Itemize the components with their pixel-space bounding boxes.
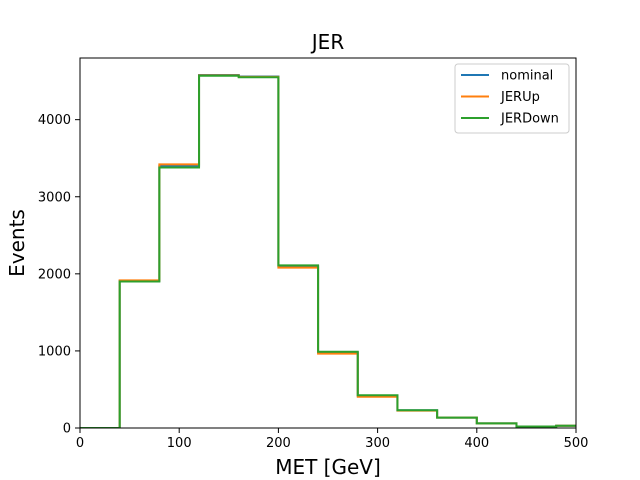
x-tick-label: 400 <box>464 436 489 451</box>
y-axis: 0 1000 2000 3000 4000 <box>38 113 80 437</box>
y-tick-label: 4000 <box>38 113 71 128</box>
y-tick-label: 3000 <box>38 190 71 205</box>
legend-label-nominal: nominal <box>501 69 553 84</box>
x-tick-label: 200 <box>266 436 291 451</box>
legend-label-jerup: JERUp <box>500 90 540 105</box>
x-tick-label: 500 <box>564 436 589 451</box>
plot-frame <box>79 57 577 429</box>
x-tick-label: 100 <box>167 436 192 451</box>
legend: nominal JERUp JERDown <box>454 63 570 134</box>
legend-frame <box>454 63 570 134</box>
x-tick-label: 300 <box>365 436 390 451</box>
y-tick-label: 0 <box>63 422 71 437</box>
series-layer <box>80 73 576 428</box>
y-tick-label: 1000 <box>38 344 71 359</box>
x-tick-label: 0 <box>76 436 84 451</box>
y-axis-label: Events <box>5 209 29 277</box>
chart-title: JER <box>310 30 345 54</box>
x-axis-label: MET [GeV] <box>275 455 381 479</box>
x-axis: 0 100 200 300 400 500 <box>76 428 589 451</box>
y-tick-label: 2000 <box>38 267 71 282</box>
legend-label-jerdown: JERDown <box>500 112 559 127</box>
series-jerdown-line <box>80 74 576 428</box>
plot-area <box>79 57 577 429</box>
